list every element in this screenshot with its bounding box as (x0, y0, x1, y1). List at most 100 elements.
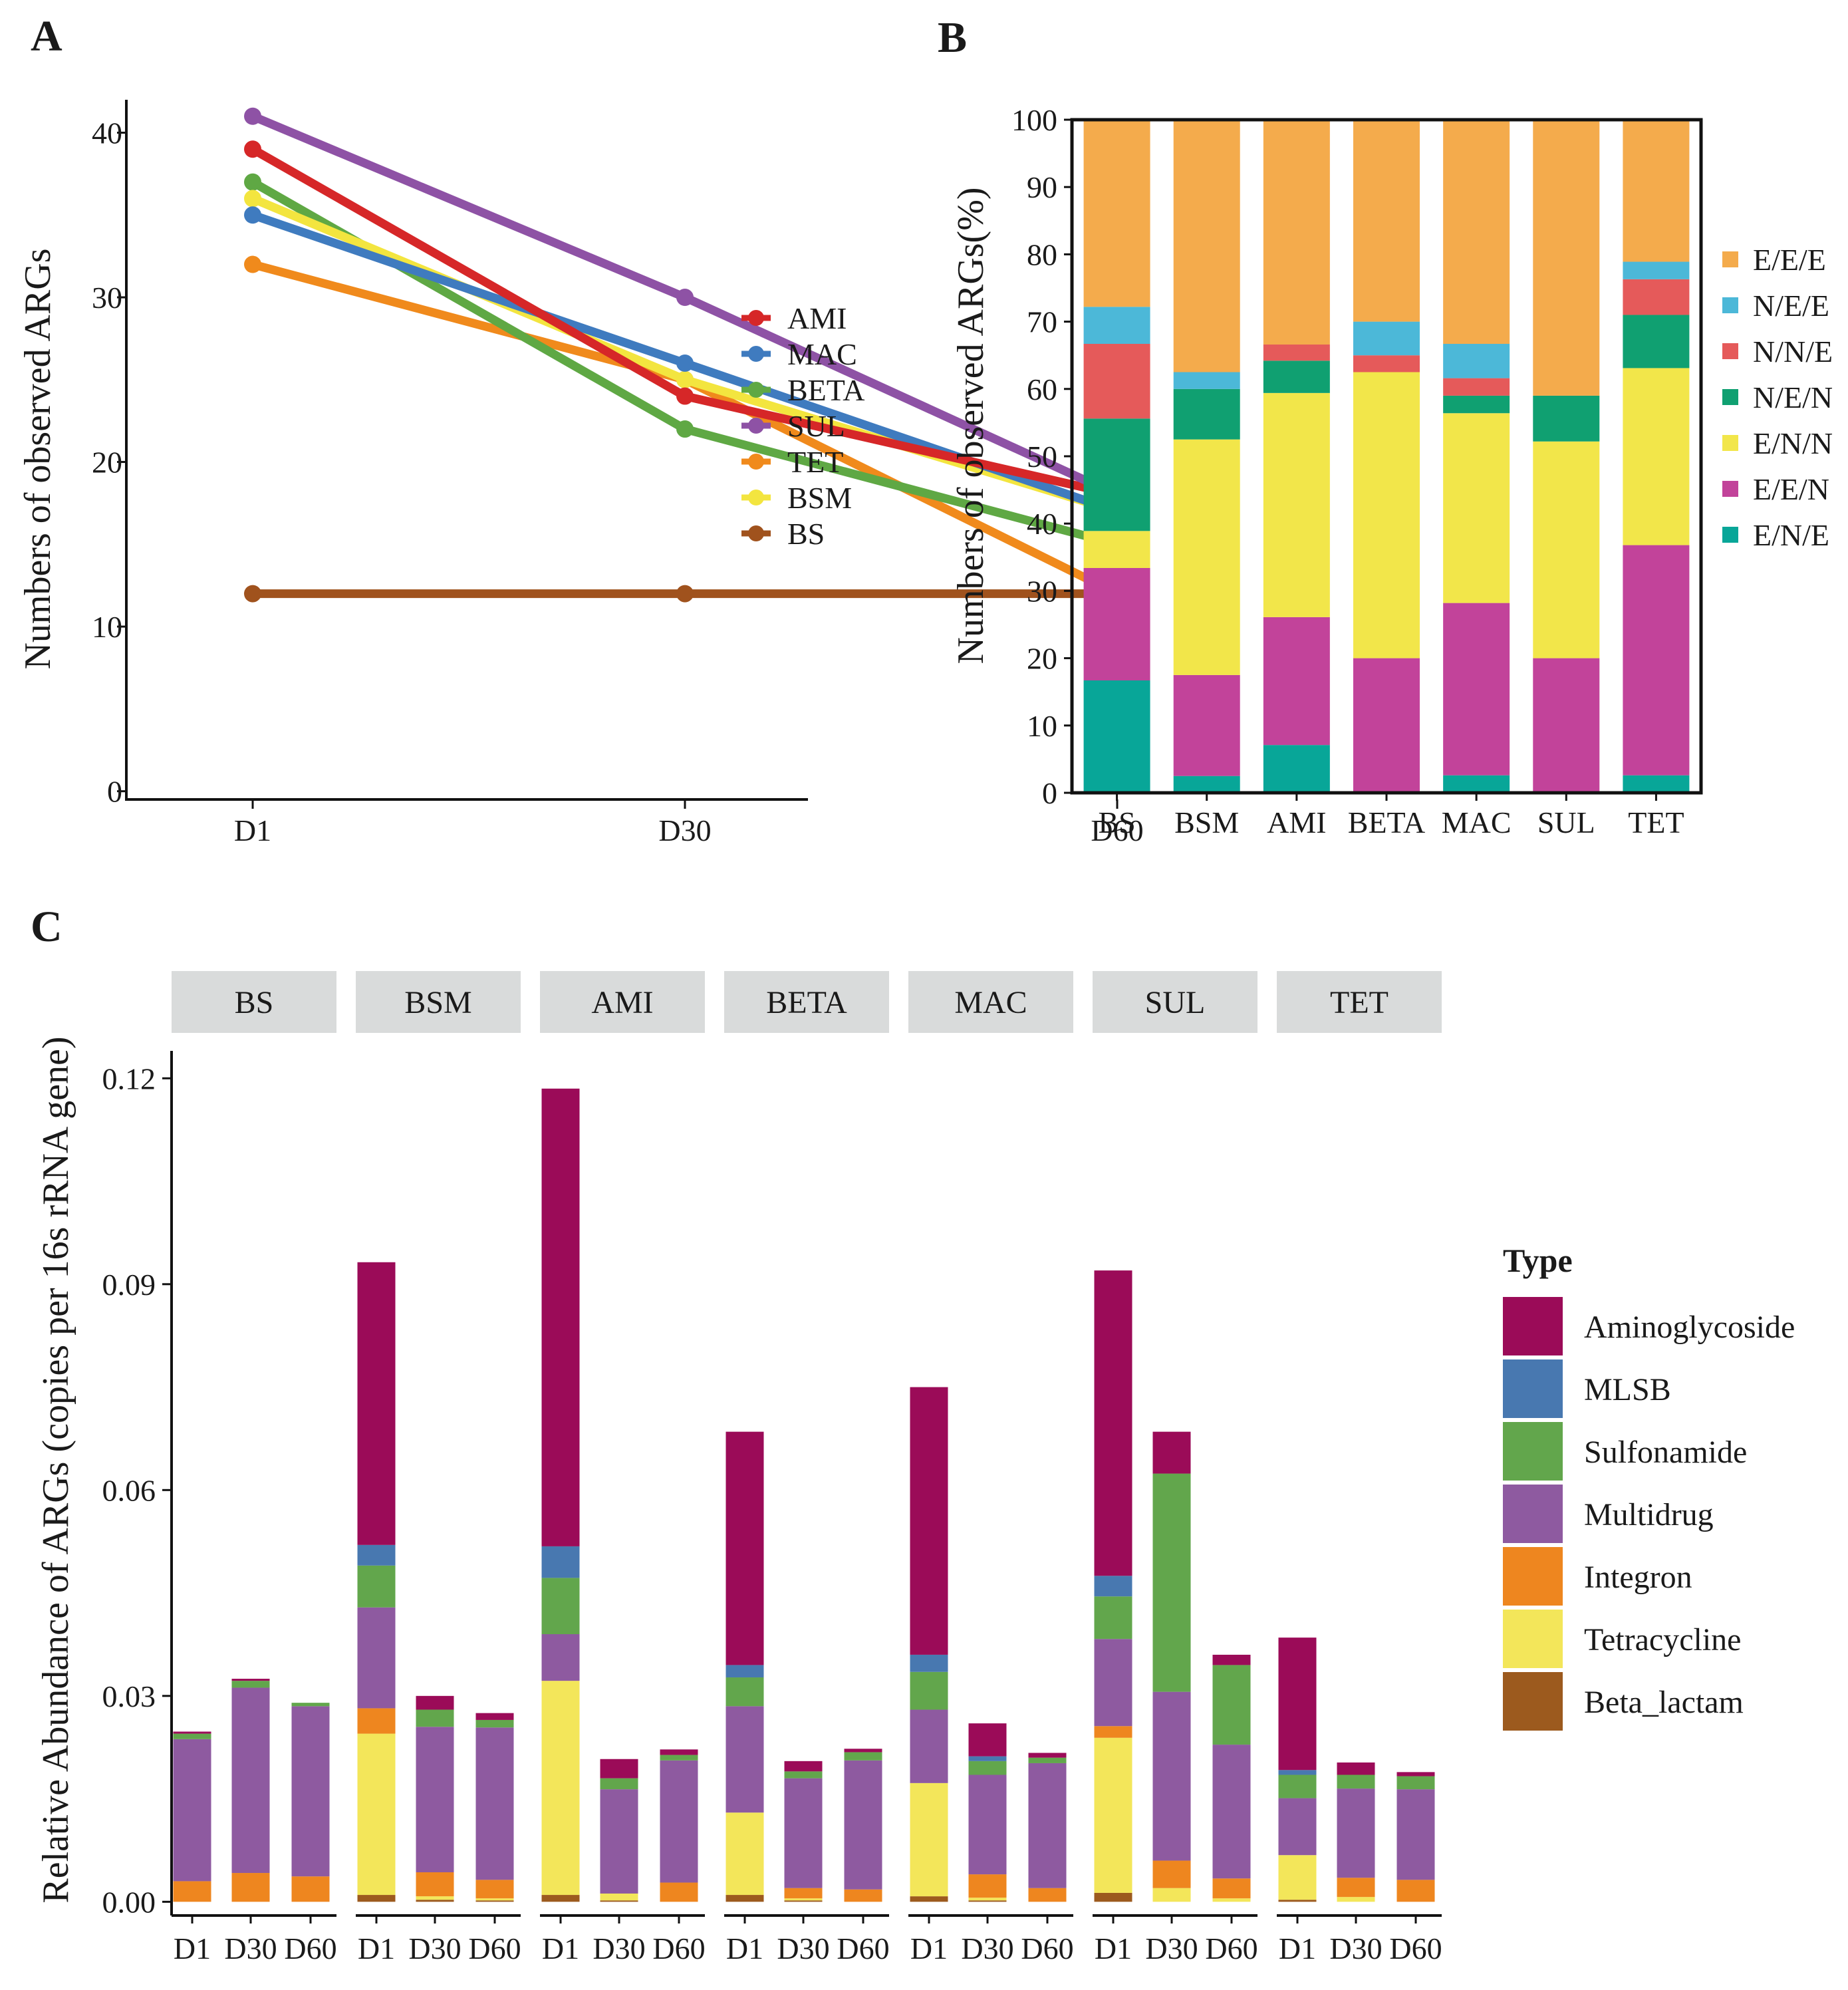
bar-segment-mac-d30-integron (968, 1874, 1007, 1898)
bar-segment-mac-d30-beta-lactam (968, 1900, 1007, 1902)
bar-segment-bsm-d1-integron (357, 1708, 396, 1734)
legend-key-beta-lactam (1503, 1672, 1563, 1731)
panel-c-x-tick-label: D1 (542, 1931, 579, 1965)
bar-segment-bs-d1-integron (173, 1881, 211, 1902)
bar-segment-beta-d1-beta-lactam (726, 1895, 764, 1902)
facet-strip-label-sul: SUL (1145, 985, 1206, 1020)
panel-a-y-tick-label: 10 (92, 610, 122, 644)
legend-label-e-e-e: E/E/E (1753, 243, 1826, 277)
bar-segment-ami-d30-beta-lactam (600, 1900, 638, 1902)
bar-segment-sul-n-e-n (1533, 395, 1600, 442)
bar-segment-bs-d1-multidrug (173, 1739, 211, 1882)
bar-segment-beta-d30-aminoglycoside (784, 1761, 823, 1772)
panel-b-x-tick-label: BSM (1174, 805, 1239, 839)
bar-segment-tet-e-n-e (1623, 775, 1690, 793)
bar-segment-sul-d1-aminoglycoside (1094, 1270, 1132, 1576)
panel-b-x-tick-label: TET (1628, 805, 1684, 839)
bar-segment-mac-d1-aminoglycoside (910, 1387, 948, 1655)
bar-segment-tet-d1-sulfonamide (1278, 1775, 1317, 1798)
legend-key-e-e-e (1722, 251, 1738, 267)
bar-segment-mac-e-n-n (1443, 413, 1510, 603)
bar-segment-tet-n-e-e (1623, 261, 1690, 279)
legend-key-integron (1503, 1547, 1563, 1606)
bar-segment-ami-d1-sulfonamide (541, 1578, 580, 1634)
panel-c-x-tick-label: D60 (652, 1931, 705, 1965)
bar-segment-ami-d1-aminoglycoside (541, 1088, 580, 1546)
panel-c-x-tick-label: D1 (1279, 1931, 1316, 1965)
panel-c-faceted-bar-chart: Relative Abundance of ARGs (copies per 1… (35, 971, 1795, 1965)
bar-segment-mac-d1-multidrug (910, 1709, 948, 1783)
bar-segment-bs-d1-aminoglycoside (173, 1731, 211, 1734)
bar-segment-mac-d60-aminoglycoside (1028, 1753, 1067, 1758)
panel-b-x-tick-label: BETA (1348, 805, 1425, 839)
bar-segment-beta-d1-sulfonamide (726, 1677, 764, 1707)
bar-segment-tet-n-e-n (1623, 315, 1690, 368)
bar-segment-mac-d1-tetracycline (910, 1782, 948, 1897)
bar-segment-bsm-d60-multidrug (475, 1727, 514, 1880)
bar-segment-bsm-d60-tetracycline (475, 1898, 514, 1901)
bar-segment-ami-d30-aminoglycoside (600, 1759, 638, 1778)
bar-segment-tet-d30-integron (1337, 1878, 1375, 1898)
panel-c-x-tick-label: D30 (593, 1931, 645, 1965)
bar-segment-tet-d30-sulfonamide (1337, 1775, 1375, 1789)
bar-segment-sul-d60-sulfonamide (1212, 1665, 1251, 1745)
data-point-ami-d30 (676, 387, 694, 405)
bar-segment-ami-d60-sulfonamide (660, 1755, 698, 1761)
facet-strip-bsm (356, 971, 521, 1033)
panel-b-stacked-bar-chart: Numbers of observed ARGs(%) BS BSM AMI BETA… (950, 103, 1833, 839)
legend-label-ami: AMI (787, 301, 847, 335)
bar-segment-sul-d30-tetracycline (1152, 1888, 1191, 1902)
bar-segment-ami-d60-multidrug (660, 1760, 698, 1883)
legend-key-tetracycline (1503, 1610, 1563, 1668)
bar-segment-beta-d1-aminoglycoside (726, 1431, 764, 1665)
bar-segment-bsm-d60-sulfonamide (475, 1719, 514, 1728)
panel-c-x-tick-label: D30 (777, 1931, 829, 1965)
bar-segment-mac-d60-integron (1028, 1888, 1067, 1902)
facet-strip-label-beta: BETA (766, 985, 847, 1020)
bar-segment-sul-d60-aminoglycoside (1212, 1654, 1251, 1665)
bar-segment-mac-d30-multidrug (968, 1775, 1007, 1875)
bar-segment-bsm-d60-aminoglycoside (475, 1713, 514, 1720)
panel-a-y-axis-title: Numbers of observed ARGs (17, 248, 59, 669)
bar-segment-bsm-e-e-n (1173, 674, 1240, 776)
panel-c-x-tick-label: D1 (726, 1931, 763, 1965)
panel-b-y-tick-label: 0 (1042, 776, 1057, 810)
bar-segment-ami-d1-tetracycline (541, 1681, 580, 1896)
bar-segment-sul-d1-integron (1094, 1726, 1132, 1738)
panel-label-c: C (31, 903, 63, 951)
legend-key-n-e-n (1722, 389, 1738, 405)
bar-segment-ami-d30-sulfonamide (600, 1778, 638, 1790)
panel-a-y-tick-label: 0 (107, 775, 122, 809)
bar-segment-beta-d30-multidrug (784, 1778, 823, 1888)
data-point-mac-d30 (676, 355, 694, 372)
bar-segment-sul-d30-sulfonamide (1152, 1473, 1191, 1692)
legend-label-n-e-n: N/E/N (1753, 380, 1833, 414)
panel-c-x-tick-label: D1 (174, 1931, 211, 1965)
legend-key-point-ami (748, 310, 764, 326)
bar-segment-tet-d30-tetracycline (1337, 1897, 1375, 1902)
panel-c-y-tick-label: 0.09 (102, 1268, 156, 1302)
bar-segment-sul-d60-integron (1212, 1878, 1251, 1899)
legend-key-multidrug (1503, 1485, 1563, 1543)
bar-segment-beta-d60-multidrug (844, 1760, 882, 1890)
bar-segment-bsm-d1-mlsb (357, 1544, 396, 1566)
panel-c-x-tick-label: D30 (1145, 1931, 1198, 1965)
bar-segment-tet-d1-mlsb (1278, 1770, 1317, 1775)
facet-strip-label-bsm: BSM (404, 985, 471, 1020)
legend-key-e-n-n (1722, 435, 1738, 451)
facet-strip-label-ami: AMI (591, 985, 653, 1020)
panel-c-x-tick-label: D1 (358, 1931, 395, 1965)
bar-segment-bsm-d30-beta-lactam (416, 1900, 454, 1902)
data-point-tet-d1 (244, 255, 261, 273)
bar-segment-bsm-d30-multidrug (416, 1727, 454, 1872)
bar-segment-sul-d60-multidrug (1212, 1745, 1251, 1879)
legend-label-bsm: BSM (787, 481, 852, 515)
panel-b-y-tick-label: 70 (1027, 305, 1057, 339)
panel-c-y-tick-label: 0.12 (102, 1062, 156, 1095)
bar-segment-tet-n-n-e (1623, 279, 1690, 315)
bar-segment-beta-e-e-n (1353, 658, 1420, 793)
bar-segment-tet-d60-multidrug (1396, 1789, 1435, 1880)
data-point-sul-d1 (244, 107, 261, 125)
bar-segment-beta-d30-beta-lactam (784, 1900, 823, 1902)
